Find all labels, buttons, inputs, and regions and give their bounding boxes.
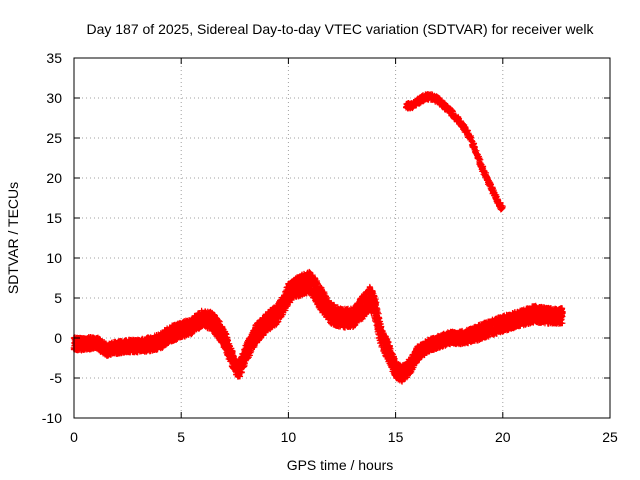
chart-title: Day 187 of 2025, Sidereal Day-to-day VTE… [86, 21, 594, 37]
data-point [225, 337, 232, 344]
series-main-band [70, 268, 566, 385]
data-points [70, 91, 566, 385]
grid [74, 58, 610, 418]
data-point [216, 318, 223, 325]
